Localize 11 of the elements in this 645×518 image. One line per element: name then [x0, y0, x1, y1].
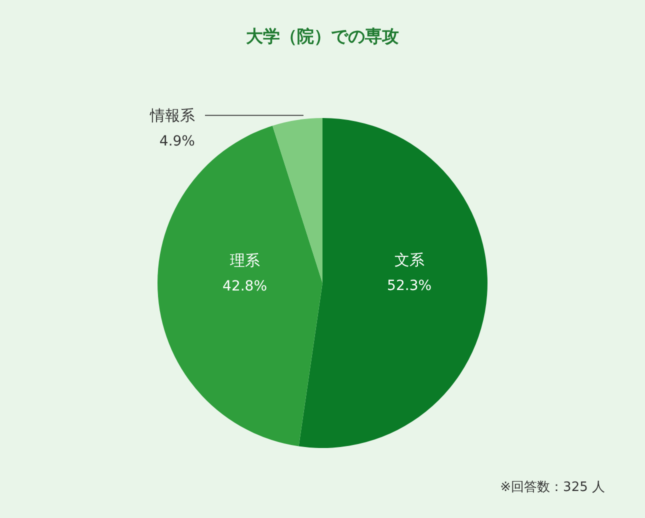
pie-slice	[298, 118, 488, 448]
slice-label: 理系	[230, 252, 260, 270]
data-label: 4.9%	[159, 133, 195, 150]
slice-label: 情報系	[149, 106, 195, 124]
text: ※回答数：325 人	[500, 480, 605, 495]
pie-slice	[158, 126, 322, 446]
pie-slice	[272, 118, 322, 283]
data-label: 52.3%	[387, 278, 432, 294]
data-label: 42.8%	[222, 278, 268, 295]
chart-title: 大学（院）での専攻	[246, 27, 399, 47]
slice-label: 文系	[394, 250, 424, 269]
